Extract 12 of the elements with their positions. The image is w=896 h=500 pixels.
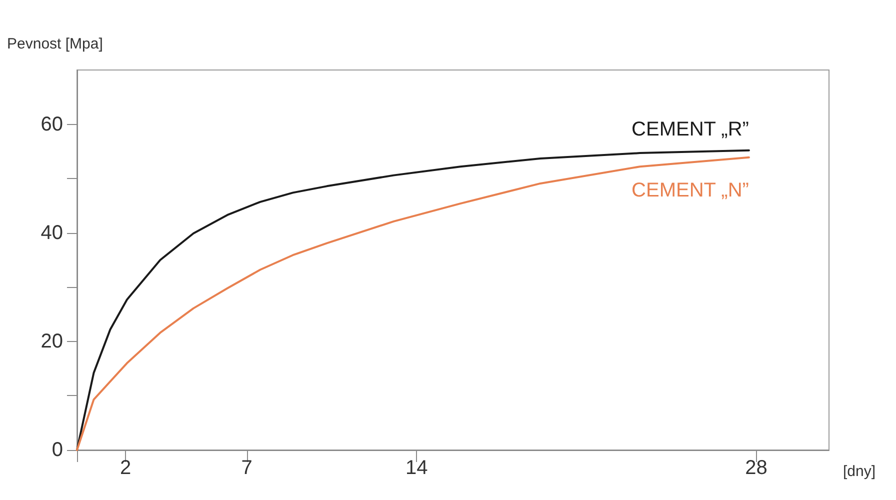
y-tick-label: 20: [40, 330, 63, 352]
y-axis-title: Pevnost [Mpa]: [7, 36, 103, 52]
series-label: CEMENT „R”: [632, 118, 749, 140]
x-tick-label: 28: [745, 457, 768, 479]
x-tick-label: 2: [120, 457, 132, 479]
y-tick-label: 60: [40, 113, 63, 136]
x-tick-label: 14: [405, 457, 428, 479]
x-tick-label: 7: [241, 457, 252, 479]
series-label: CEMENT „N”: [632, 179, 749, 202]
x-axis-title: [dny]: [843, 463, 876, 480]
y-tick-label: 0: [52, 439, 63, 461]
y-tick-label: 40: [40, 222, 63, 244]
